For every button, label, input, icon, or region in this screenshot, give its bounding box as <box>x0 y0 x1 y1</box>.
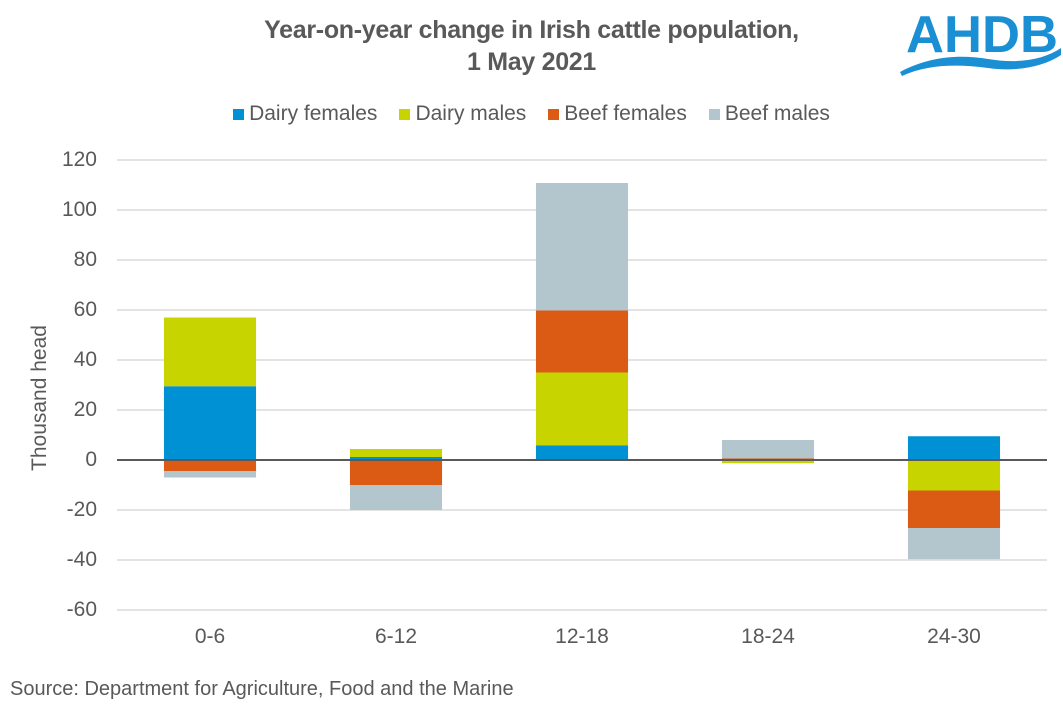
y-tick-label: 80 <box>73 248 97 271</box>
bar-beef-males-12-18 <box>535 183 629 311</box>
bar-beef-males-24-30 <box>907 528 1001 560</box>
logo-text: AHDB <box>906 6 1058 64</box>
y-tick-label: -60 <box>66 598 97 621</box>
x-tick-label: 18-24 <box>741 625 795 648</box>
bar-beef-females-6-12 <box>349 460 443 485</box>
legend: Dairy females Dairy males Beef females B… <box>0 102 1063 126</box>
x-tick-label: 6-12 <box>374 625 418 648</box>
bar-dairy-females-6-12 <box>349 457 443 460</box>
legend-swatch <box>708 108 720 120</box>
bar-dairy-females-24-30 <box>907 436 1001 460</box>
legend-label: Dairy males <box>415 102 527 125</box>
bar-dairy-males-0-6 <box>163 317 257 387</box>
chart-title-line-1: Year-on-year change in Irish cattle popu… <box>264 16 799 44</box>
bar-beef-males-0-6 <box>163 471 257 478</box>
y-tick-label: 120 <box>61 148 97 171</box>
legend-swatch <box>548 108 560 120</box>
bar-beef-females-24-30 <box>907 490 1001 528</box>
bar-dairy-males-18-24 <box>721 460 815 464</box>
bar-dairy-males-12-18 <box>535 372 629 446</box>
bar-dairy-males-24-30 <box>907 460 1001 491</box>
legend-item-beef-males: Beef males <box>708 102 830 126</box>
y-tick-label: 20 <box>73 398 97 421</box>
bar-dairy-females-12-18 <box>535 445 629 460</box>
y-tick-label: 0 <box>85 448 97 471</box>
y-tick-label: -20 <box>66 498 97 521</box>
bar-beef-males-6-12 <box>349 485 443 510</box>
logo-wave <box>900 48 1061 76</box>
y-tick-label: -40 <box>66 548 97 571</box>
legend-label: Dairy females <box>249 102 378 125</box>
x-tick-label: 24-30 <box>927 625 981 648</box>
bar-beef-females-12-18 <box>535 310 629 373</box>
bar-beef-males-18-24 <box>721 440 815 459</box>
legend-item-dairy-females: Dairy females <box>233 102 377 126</box>
legend-item-dairy-males: Dairy males <box>399 102 526 126</box>
bar-beef-females-0-6 <box>163 460 257 472</box>
legend-swatch <box>399 108 411 120</box>
legend-label: Beef males <box>724 102 830 125</box>
legend-swatch <box>233 108 245 120</box>
ahdb-logo: AHDB <box>898 2 1063 78</box>
x-tick-label: 0-6 <box>194 625 226 648</box>
chart-title-line-2: 1 May 2021 <box>466 48 597 76</box>
chart-title: Year-on-year change in Irish cattle popu… <box>0 14 1063 78</box>
bar-dairy-females-0-6 <box>163 386 257 460</box>
legend-label: Beef females <box>564 102 687 125</box>
y-tick-label: 60 <box>73 298 97 321</box>
source-note: Source: Department for Agriculture, Food… <box>10 678 514 700</box>
y-tick-label: 40 <box>73 348 97 371</box>
bar-dairy-males-6-12 <box>349 449 443 457</box>
x-tick-label: 12-18 <box>555 625 609 648</box>
y-tick-label: 100 <box>61 198 97 221</box>
legend-item-beef-females: Beef females <box>548 102 687 126</box>
